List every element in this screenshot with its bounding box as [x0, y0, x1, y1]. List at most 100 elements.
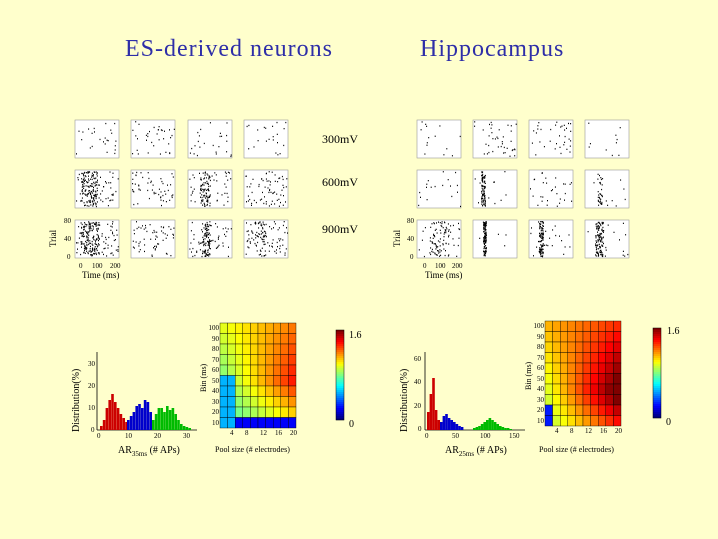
- spike: [481, 197, 483, 200]
- left-heatmap-cell: [219, 333, 228, 345]
- spike: [272, 136, 274, 138]
- spike: [79, 193, 81, 195]
- right-heatmap-cell: [613, 341, 622, 353]
- spike: [271, 171, 273, 173]
- spike: [93, 237, 94, 239]
- left-heatmap-cell: [250, 396, 259, 408]
- left-hist-bar-21: [157, 408, 161, 430]
- left-heatmap-cell: [227, 343, 236, 355]
- spike: [602, 253, 604, 256]
- spike: [484, 236, 486, 239]
- spike: [192, 190, 194, 192]
- spike: [95, 252, 97, 254]
- spike: [506, 147, 508, 149]
- spike: [217, 245, 219, 248]
- spike: [208, 232, 210, 234]
- spike: [147, 133, 149, 135]
- spike: [98, 224, 100, 226]
- spike: [426, 144, 428, 146]
- right-heatmap-xtick: 8: [570, 427, 574, 435]
- spike: [542, 237, 544, 239]
- spike: [541, 227, 543, 229]
- spike: [275, 252, 277, 254]
- spike: [248, 124, 250, 127]
- spike: [497, 137, 499, 140]
- spike: [539, 222, 541, 225]
- spike: [102, 200, 104, 203]
- spike: [209, 179, 211, 182]
- spike: [101, 190, 103, 192]
- right-colorbar-step: [653, 398, 661, 401]
- spike: [448, 229, 450, 231]
- spike: [481, 174, 483, 177]
- left-colorbar-step: [336, 408, 344, 411]
- spike: [593, 182, 595, 184]
- spike: [202, 183, 204, 185]
- spike: [445, 226, 447, 229]
- spike: [89, 192, 91, 194]
- spike: [564, 129, 566, 131]
- spike: [91, 132, 93, 134]
- spike: [136, 221, 137, 223]
- spike: [540, 234, 542, 236]
- spike: [256, 235, 258, 237]
- spike: [96, 248, 98, 250]
- spike: [154, 231, 156, 233]
- spike: [283, 144, 285, 147]
- left-colorbar-step: [336, 334, 344, 337]
- left-colorbar-max: 1.6: [349, 330, 362, 341]
- right-hist-bar-22: [493, 422, 497, 430]
- spike: [598, 237, 600, 239]
- spike: [83, 225, 85, 227]
- spike: [208, 237, 209, 239]
- right-heatmap-xtick: 12: [585, 427, 592, 435]
- raster-ylabel-right: Trial: [392, 229, 402, 247]
- right-hist-bar-2: [432, 378, 435, 430]
- spike: [542, 224, 544, 227]
- spike: [256, 250, 258, 252]
- spike: [541, 235, 543, 237]
- spike: [76, 153, 77, 155]
- raster-panel-left-1-2: [187, 169, 233, 209]
- spike: [94, 178, 96, 180]
- spike: [448, 254, 450, 256]
- spike: [542, 221, 544, 223]
- spike: [149, 130, 150, 133]
- spike: [95, 203, 97, 205]
- spike: [226, 192, 228, 195]
- spike: [434, 235, 435, 237]
- spike: [90, 196, 92, 198]
- spike: [598, 196, 600, 199]
- spike: [164, 190, 166, 192]
- spike: [264, 255, 266, 257]
- spike: [571, 200, 573, 202]
- right-heatmap-ytick: 100: [533, 322, 545, 330]
- left-heatmap-cell: [273, 333, 282, 345]
- spike: [112, 172, 114, 174]
- spike: [147, 182, 149, 184]
- spike: [260, 230, 262, 232]
- spike: [542, 244, 544, 246]
- spike: [542, 243, 544, 245]
- spike: [483, 241, 485, 243]
- spike: [209, 240, 211, 242]
- spike: [201, 200, 203, 203]
- right-heatmap: [544, 320, 622, 427]
- spike: [217, 237, 219, 239]
- spike: [600, 235, 602, 238]
- spike: [485, 231, 487, 233]
- right-heatmap-cell: [559, 341, 568, 353]
- spike: [260, 233, 262, 235]
- left-heatmap-cell: [234, 343, 243, 355]
- spike: [169, 199, 171, 201]
- spike: [481, 190, 483, 193]
- right-colorbar-step: [653, 390, 661, 393]
- right-colorbar-step: [653, 374, 661, 377]
- raster-xtick-0-right: 0: [423, 262, 427, 270]
- right-hist-bar-14: [473, 428, 476, 430]
- spike: [208, 242, 210, 244]
- spike: [277, 154, 279, 156]
- spike: [201, 185, 203, 187]
- spike: [202, 188, 204, 190]
- left-colorbar-step: [336, 404, 344, 407]
